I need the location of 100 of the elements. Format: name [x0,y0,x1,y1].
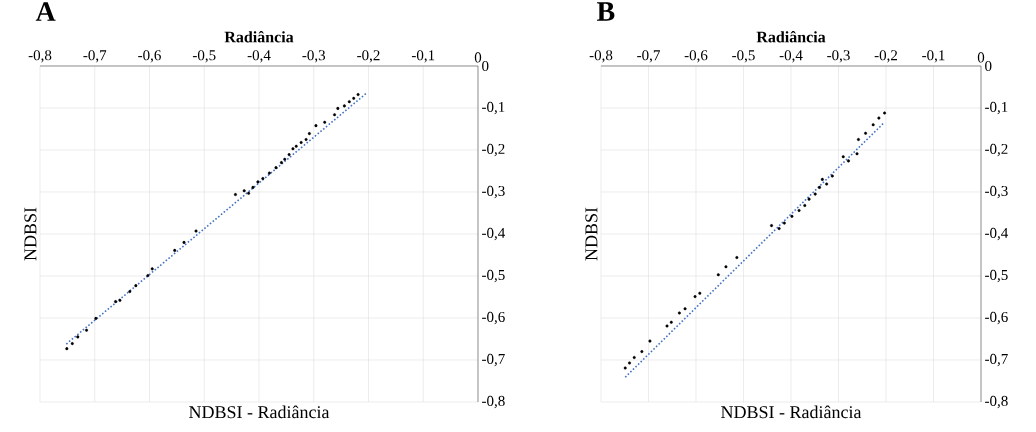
point [70,342,74,346]
point [294,144,298,148]
point [735,256,739,260]
point [150,267,154,271]
x-tick-label: -0,4 [247,50,271,63]
point [76,335,80,339]
x-tick-label: -0,7 [637,50,660,63]
x-tick-label: -0,3 [827,50,850,63]
point [247,191,251,195]
point [782,221,786,225]
x-tick-label: -0,5 [192,50,216,63]
point [356,93,360,97]
y-tick-label: -0,3 [482,185,505,199]
y-tick-label: -0,6 [985,311,1008,325]
point [807,197,811,201]
point [716,273,720,277]
point [665,324,669,328]
point [342,104,346,108]
point [114,300,118,304]
x-tick-label: -0,7 [83,50,107,63]
point [336,106,340,110]
x-tick-label: -0,2 [357,50,380,63]
x-tick-label: -0,8 [589,50,613,63]
point [94,316,98,320]
point [724,265,728,269]
point [632,355,636,359]
point [304,138,308,141]
chart-title: Radiância [224,31,294,43]
point [669,320,673,324]
y-tick-label: -0,2 [482,143,505,157]
y-tick-label: -0,8 [985,395,1008,409]
point [864,131,868,135]
point [314,124,318,128]
point [307,132,311,136]
chart-title: Radiância [756,31,826,43]
x-tick-label: 0 [474,52,482,63]
text: A [35,2,56,21]
x-tick-label: 0 [977,52,985,63]
point [825,182,829,186]
point [777,227,781,231]
point [770,224,774,228]
y-tick-label: 0 [482,60,489,72]
point [65,347,69,351]
x-axis-title: NDBSI - Radiância [189,405,330,419]
point [261,177,265,181]
y-tick-label: -0,5 [482,269,505,283]
point [628,361,631,365]
point [233,193,237,197]
point [279,161,283,165]
point [299,140,303,144]
point [830,174,834,178]
point [242,189,246,193]
point [803,203,807,207]
y-tick-label: -0,7 [985,353,1008,367]
y-tick-label: -0,3 [985,185,1008,199]
point [85,328,89,332]
x-tick-label: -0,6 [684,50,708,63]
point [648,339,652,343]
point [883,111,887,115]
point [128,290,132,294]
point [146,274,150,278]
point [820,177,824,181]
y-tick-label: -0,6 [482,311,505,325]
point [623,366,627,370]
x-tick-label: -0,4 [779,50,803,63]
y-axis-title: NDBSI [585,207,598,261]
point [818,185,821,189]
y-tick-label: -0,8 [482,395,505,409]
y-tick-label: -0,5 [985,269,1008,283]
y-tick-label: -0,7 [482,353,505,367]
point [323,120,327,124]
point [274,166,278,170]
point [683,307,687,311]
x-axis-title: NDBSI - Radiância [721,405,862,419]
point [118,298,122,302]
point [256,180,260,184]
point [251,185,255,189]
y-tick-label: 0 [985,60,992,72]
point [871,123,875,127]
point [841,155,845,159]
point [267,171,271,175]
point [333,113,337,117]
point [677,311,681,315]
point [173,248,177,252]
point [856,138,860,141]
point [287,153,291,157]
x-tick-label: -0,6 [138,50,161,63]
point [693,295,697,299]
point [846,159,850,163]
text: B [597,2,615,21]
point [790,214,794,218]
point [194,229,198,233]
point [877,116,881,120]
x-tick-label: -0,1 [922,50,945,63]
x-tick-label: -0,1 [411,50,435,63]
y-tick-label: -0,4 [482,227,506,241]
x-tick-label: -0,5 [732,50,755,63]
point [797,208,801,212]
point [134,284,138,288]
x-tick-label: -0,8 [28,50,52,63]
